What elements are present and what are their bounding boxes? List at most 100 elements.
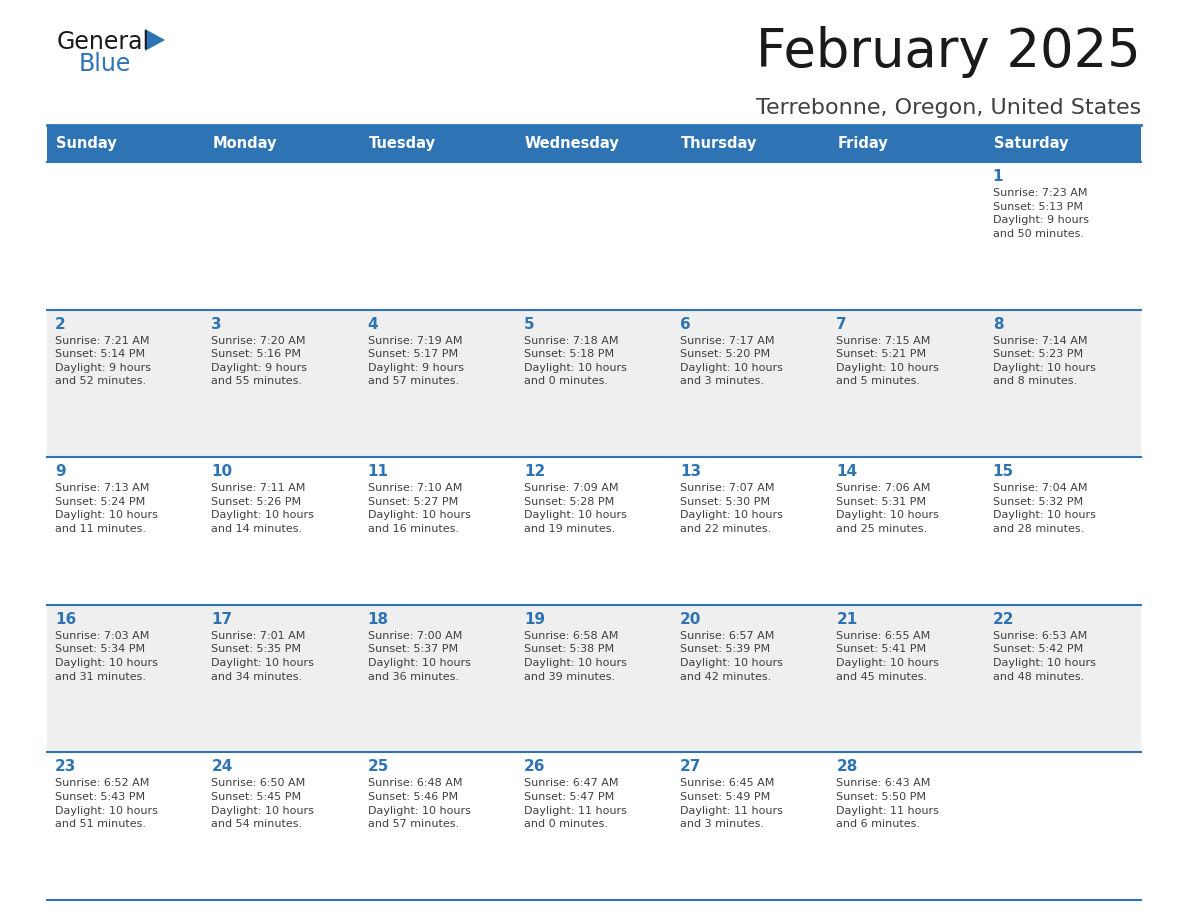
Bar: [516, 457, 672, 605]
Bar: [985, 753, 1140, 900]
Bar: [985, 162, 1140, 309]
Bar: [828, 457, 985, 605]
Text: Sunrise: 6:45 AM
Sunset: 5:49 PM
Daylight: 11 hours
and 3 minutes.: Sunrise: 6:45 AM Sunset: 5:49 PM Dayligh…: [681, 778, 783, 829]
Text: 1: 1: [993, 169, 1003, 184]
Bar: [203, 309, 360, 457]
Text: 24: 24: [211, 759, 233, 775]
Bar: [203, 125, 360, 162]
Bar: [516, 753, 672, 900]
Bar: [203, 753, 360, 900]
Text: Sunrise: 7:09 AM
Sunset: 5:28 PM
Daylight: 10 hours
and 19 minutes.: Sunrise: 7:09 AM Sunset: 5:28 PM Dayligh…: [524, 483, 627, 534]
Text: Sunrise: 7:17 AM
Sunset: 5:20 PM
Daylight: 10 hours
and 3 minutes.: Sunrise: 7:17 AM Sunset: 5:20 PM Dayligh…: [681, 336, 783, 386]
Bar: [672, 753, 828, 900]
Bar: [360, 753, 516, 900]
Text: 11: 11: [367, 465, 388, 479]
Bar: [828, 125, 985, 162]
Bar: [828, 753, 985, 900]
Bar: [48, 309, 203, 457]
Text: 23: 23: [55, 759, 76, 775]
Text: Wednesday: Wednesday: [525, 136, 620, 151]
Text: 6: 6: [681, 317, 691, 331]
Bar: [360, 162, 516, 309]
Bar: [48, 457, 203, 605]
Text: 21: 21: [836, 611, 858, 627]
Bar: [672, 309, 828, 457]
Bar: [516, 125, 672, 162]
Bar: [828, 309, 985, 457]
Bar: [516, 605, 672, 753]
Text: 7: 7: [836, 317, 847, 331]
Text: 25: 25: [367, 759, 388, 775]
Text: 16: 16: [55, 611, 76, 627]
Text: 15: 15: [993, 465, 1013, 479]
Text: Sunrise: 7:13 AM
Sunset: 5:24 PM
Daylight: 10 hours
and 11 minutes.: Sunrise: 7:13 AM Sunset: 5:24 PM Dayligh…: [55, 483, 158, 534]
Bar: [672, 125, 828, 162]
Text: 9: 9: [55, 465, 65, 479]
Bar: [360, 457, 516, 605]
Bar: [828, 605, 985, 753]
Bar: [672, 605, 828, 753]
Text: Sunrise: 7:00 AM
Sunset: 5:37 PM
Daylight: 10 hours
and 36 minutes.: Sunrise: 7:00 AM Sunset: 5:37 PM Dayligh…: [367, 631, 470, 681]
Text: 13: 13: [681, 465, 701, 479]
Text: Sunrise: 7:14 AM
Sunset: 5:23 PM
Daylight: 10 hours
and 8 minutes.: Sunrise: 7:14 AM Sunset: 5:23 PM Dayligh…: [993, 336, 1095, 386]
Text: General: General: [57, 30, 150, 54]
Bar: [203, 457, 360, 605]
Text: 20: 20: [681, 611, 702, 627]
Text: 5: 5: [524, 317, 535, 331]
Text: Sunrise: 7:03 AM
Sunset: 5:34 PM
Daylight: 10 hours
and 31 minutes.: Sunrise: 7:03 AM Sunset: 5:34 PM Dayligh…: [55, 631, 158, 681]
Text: 2: 2: [55, 317, 65, 331]
Bar: [48, 605, 203, 753]
Text: Sunrise: 7:07 AM
Sunset: 5:30 PM
Daylight: 10 hours
and 22 minutes.: Sunrise: 7:07 AM Sunset: 5:30 PM Dayligh…: [681, 483, 783, 534]
Text: 14: 14: [836, 465, 858, 479]
Text: Sunrise: 7:21 AM
Sunset: 5:14 PM
Daylight: 9 hours
and 52 minutes.: Sunrise: 7:21 AM Sunset: 5:14 PM Dayligh…: [55, 336, 151, 386]
Text: 10: 10: [211, 465, 233, 479]
Bar: [48, 162, 203, 309]
Bar: [985, 457, 1140, 605]
Bar: [672, 457, 828, 605]
Text: Blue: Blue: [78, 52, 132, 76]
Text: Sunrise: 7:10 AM
Sunset: 5:27 PM
Daylight: 10 hours
and 16 minutes.: Sunrise: 7:10 AM Sunset: 5:27 PM Dayligh…: [367, 483, 470, 534]
Text: 18: 18: [367, 611, 388, 627]
Bar: [360, 605, 516, 753]
Text: 8: 8: [993, 317, 1004, 331]
Text: 12: 12: [524, 465, 545, 479]
Text: 19: 19: [524, 611, 545, 627]
Text: 27: 27: [681, 759, 702, 775]
Bar: [672, 162, 828, 309]
Text: Sunrise: 6:52 AM
Sunset: 5:43 PM
Daylight: 10 hours
and 51 minutes.: Sunrise: 6:52 AM Sunset: 5:43 PM Dayligh…: [55, 778, 158, 829]
Bar: [360, 309, 516, 457]
Text: Thursday: Thursday: [681, 136, 758, 151]
Bar: [48, 753, 203, 900]
Text: Sunrise: 6:57 AM
Sunset: 5:39 PM
Daylight: 10 hours
and 42 minutes.: Sunrise: 6:57 AM Sunset: 5:39 PM Dayligh…: [681, 631, 783, 681]
Bar: [516, 162, 672, 309]
Bar: [985, 605, 1140, 753]
Text: Monday: Monday: [213, 136, 277, 151]
Text: Tuesday: Tuesday: [368, 136, 436, 151]
Text: February 2025: February 2025: [757, 26, 1140, 78]
Text: Sunrise: 7:01 AM
Sunset: 5:35 PM
Daylight: 10 hours
and 34 minutes.: Sunrise: 7:01 AM Sunset: 5:35 PM Dayligh…: [211, 631, 314, 681]
Bar: [985, 309, 1140, 457]
Text: Sunrise: 6:48 AM
Sunset: 5:46 PM
Daylight: 10 hours
and 57 minutes.: Sunrise: 6:48 AM Sunset: 5:46 PM Dayligh…: [367, 778, 470, 829]
Text: 4: 4: [367, 317, 378, 331]
Text: Sunrise: 7:23 AM
Sunset: 5:13 PM
Daylight: 9 hours
and 50 minutes.: Sunrise: 7:23 AM Sunset: 5:13 PM Dayligh…: [993, 188, 1088, 239]
Text: 26: 26: [524, 759, 545, 775]
Bar: [985, 125, 1140, 162]
Text: Terrebonne, Oregon, United States: Terrebonne, Oregon, United States: [756, 98, 1140, 118]
Bar: [828, 162, 985, 309]
Text: Sunrise: 7:06 AM
Sunset: 5:31 PM
Daylight: 10 hours
and 25 minutes.: Sunrise: 7:06 AM Sunset: 5:31 PM Dayligh…: [836, 483, 940, 534]
Text: Sunrise: 6:47 AM
Sunset: 5:47 PM
Daylight: 11 hours
and 0 minutes.: Sunrise: 6:47 AM Sunset: 5:47 PM Dayligh…: [524, 778, 627, 829]
Text: Sunrise: 7:15 AM
Sunset: 5:21 PM
Daylight: 10 hours
and 5 minutes.: Sunrise: 7:15 AM Sunset: 5:21 PM Dayligh…: [836, 336, 940, 386]
Text: Sunrise: 6:50 AM
Sunset: 5:45 PM
Daylight: 10 hours
and 54 minutes.: Sunrise: 6:50 AM Sunset: 5:45 PM Dayligh…: [211, 778, 314, 829]
Bar: [516, 309, 672, 457]
Text: Sunrise: 7:11 AM
Sunset: 5:26 PM
Daylight: 10 hours
and 14 minutes.: Sunrise: 7:11 AM Sunset: 5:26 PM Dayligh…: [211, 483, 314, 534]
Text: Sunrise: 6:53 AM
Sunset: 5:42 PM
Daylight: 10 hours
and 48 minutes.: Sunrise: 6:53 AM Sunset: 5:42 PM Dayligh…: [993, 631, 1095, 681]
Text: Sunrise: 6:55 AM
Sunset: 5:41 PM
Daylight: 10 hours
and 45 minutes.: Sunrise: 6:55 AM Sunset: 5:41 PM Dayligh…: [836, 631, 940, 681]
Bar: [203, 162, 360, 309]
Text: Saturday: Saturday: [993, 136, 1068, 151]
Text: Sunrise: 7:20 AM
Sunset: 5:16 PM
Daylight: 9 hours
and 55 minutes.: Sunrise: 7:20 AM Sunset: 5:16 PM Dayligh…: [211, 336, 308, 386]
Text: Friday: Friday: [838, 136, 889, 151]
Text: Sunrise: 7:04 AM
Sunset: 5:32 PM
Daylight: 10 hours
and 28 minutes.: Sunrise: 7:04 AM Sunset: 5:32 PM Dayligh…: [993, 483, 1095, 534]
Text: Sunrise: 6:58 AM
Sunset: 5:38 PM
Daylight: 10 hours
and 39 minutes.: Sunrise: 6:58 AM Sunset: 5:38 PM Dayligh…: [524, 631, 627, 681]
Bar: [360, 125, 516, 162]
Text: 17: 17: [211, 611, 233, 627]
